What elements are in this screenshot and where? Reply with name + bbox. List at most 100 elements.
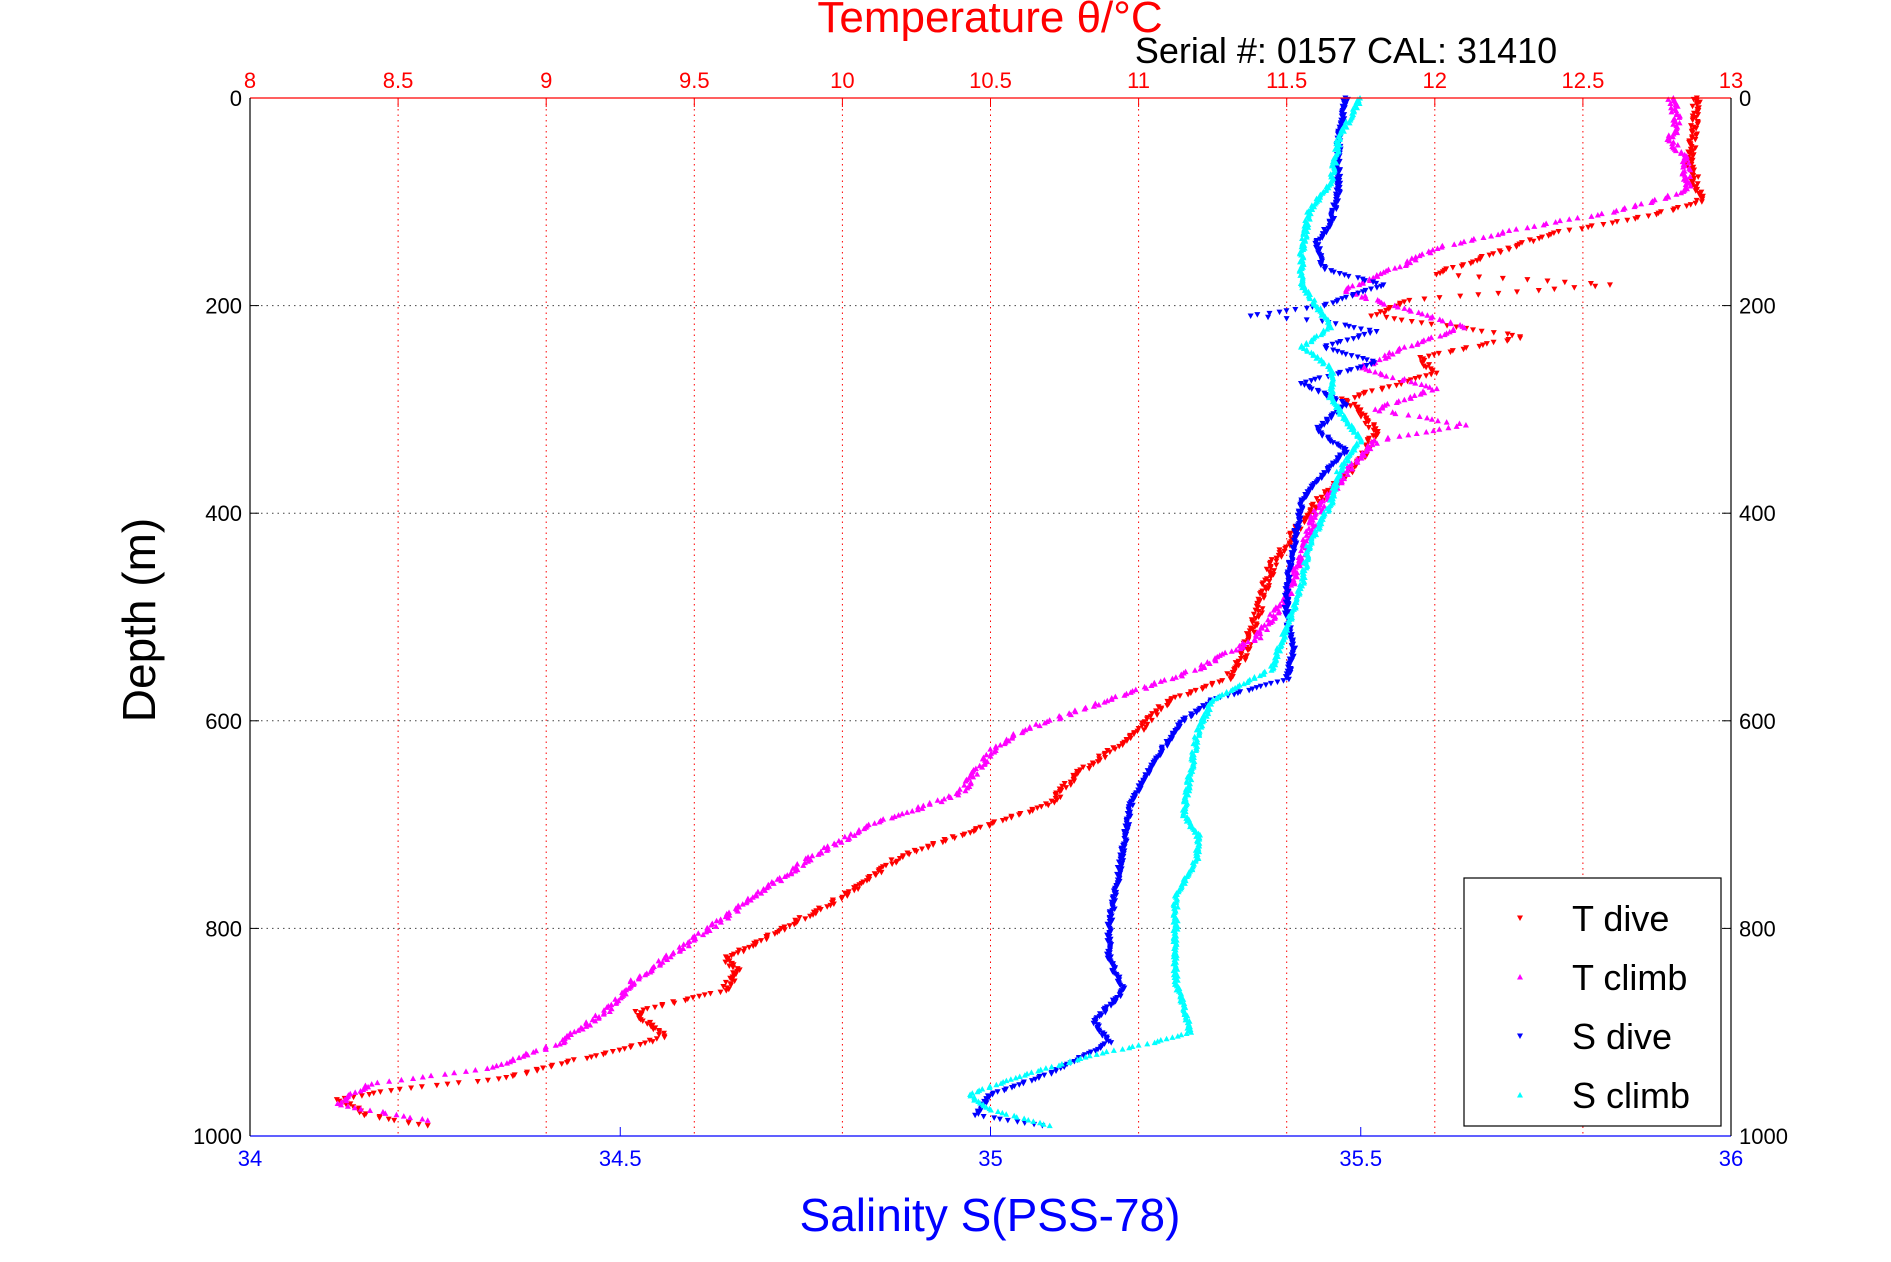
data-point (1359, 355, 1366, 362)
data-point (1476, 343, 1483, 350)
data-point (1001, 1087, 1008, 1094)
data-point (1383, 314, 1390, 321)
data-point (725, 915, 732, 921)
data-point (1674, 204, 1681, 211)
data-point (915, 803, 922, 810)
data-point (1339, 296, 1346, 302)
data-point (1321, 226, 1328, 233)
data-point (1252, 615, 1259, 622)
data-point (1384, 436, 1391, 442)
data-point (926, 801, 933, 807)
data-point (1412, 254, 1419, 260)
data-point (462, 1068, 469, 1074)
data-point (1209, 682, 1216, 688)
data-point (1513, 226, 1520, 232)
data-point (723, 988, 730, 994)
data-point (786, 923, 793, 929)
data-point (1090, 761, 1097, 768)
data-point (1046, 1122, 1053, 1129)
data-point (1321, 266, 1328, 273)
data-point (1037, 1119, 1044, 1126)
data-point (1401, 299, 1408, 305)
data-point (1695, 174, 1702, 180)
data-point (1688, 123, 1695, 129)
data-point (1391, 302, 1398, 309)
ticks: 8 8.5 9 9.5 10 10.5 11 11.5 12 12.5 13 34 34.5 35 35.5… (193, 68, 1788, 1171)
data-point (1381, 310, 1388, 317)
data-point (1066, 1059, 1073, 1066)
data-point (1426, 384, 1433, 390)
data-point (971, 1097, 978, 1103)
data-point (1326, 394, 1333, 401)
data-point (1653, 212, 1660, 218)
data-point (1398, 381, 1405, 387)
data-point (1328, 268, 1335, 274)
data-point (1688, 159, 1695, 165)
data-point (382, 1110, 389, 1116)
data-point (1170, 971, 1177, 978)
data-point (1330, 269, 1337, 276)
data-point (333, 1097, 340, 1103)
data-point (385, 1116, 392, 1123)
data-point (1363, 357, 1370, 363)
data-point (1377, 309, 1384, 315)
data-point (1285, 561, 1292, 567)
data-point (1119, 742, 1126, 749)
data-point (1476, 274, 1483, 281)
data-point (1423, 364, 1430, 371)
data-point (1016, 1082, 1023, 1088)
data-point (1275, 609, 1282, 616)
data-point (802, 916, 809, 922)
data-point (1185, 791, 1192, 798)
data-point (343, 1097, 350, 1104)
data-point (1435, 350, 1442, 357)
data-point (1187, 690, 1194, 697)
data-point (1025, 1116, 1032, 1123)
data-point (1123, 820, 1130, 827)
data-point (1120, 853, 1127, 860)
data-point (1003, 816, 1010, 823)
data-point (1072, 708, 1079, 715)
data-point (904, 809, 911, 815)
axes (249, 97, 1732, 1137)
data-point (1335, 371, 1342, 377)
data-point (1693, 125, 1700, 132)
data-point (991, 748, 998, 755)
data-point (1338, 117, 1345, 124)
data-point (1457, 239, 1464, 246)
data-point (1325, 487, 1332, 494)
data-point (1102, 1009, 1109, 1016)
data-point (1354, 354, 1361, 361)
data-point (1276, 309, 1283, 316)
data-point (1524, 224, 1531, 231)
data-point (895, 812, 902, 818)
data-point (1348, 367, 1355, 373)
data-point (1330, 440, 1337, 446)
data-point (1193, 709, 1200, 716)
data-point (1658, 209, 1665, 215)
data-point (1012, 1074, 1019, 1081)
data-point (875, 868, 882, 874)
salinity-tick-label: 34.5 (599, 1146, 642, 1171)
data-point (1164, 743, 1171, 749)
data-point (374, 1079, 381, 1086)
data-point (1041, 719, 1048, 726)
data-point (1363, 295, 1370, 302)
data-point (1456, 420, 1463, 427)
data-point (972, 1112, 979, 1119)
data-point (1689, 117, 1696, 124)
data-point (493, 1062, 500, 1069)
data-point (1283, 308, 1290, 314)
legend-label: S dive (1572, 1016, 1672, 1057)
data-point (682, 997, 689, 1004)
data-point (1116, 743, 1123, 750)
data-point (1301, 223, 1308, 229)
data-point (1235, 662, 1242, 669)
data-point (770, 880, 777, 886)
data-point (980, 1114, 987, 1120)
serial-label: Serial #: 0157 CAL: 31410 (1135, 30, 1557, 71)
data-point (1693, 197, 1700, 204)
data-point (1323, 229, 1330, 236)
data-point (758, 938, 765, 944)
data-point (1368, 361, 1375, 368)
